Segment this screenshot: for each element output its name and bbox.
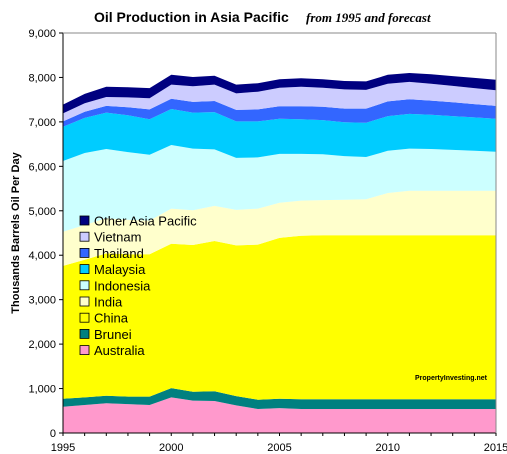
legend-label-malaysia: Malaysia: [94, 262, 146, 277]
y-tick-label: 0: [50, 428, 56, 440]
y-tick-label: 4,000: [28, 250, 56, 262]
legend-swatch-other-asia-pacific: [79, 215, 90, 226]
legend-label-india: India: [94, 295, 123, 310]
area-malaysia: [63, 109, 496, 161]
area-vietnam: [63, 81, 496, 122]
area-brunei: [63, 388, 496, 409]
area-china: [63, 235, 496, 400]
y-axis-label: Thousands Barrels Oil Per Day: [10, 151, 22, 313]
legend-swatch-india: [79, 296, 90, 307]
y-tick-label: 7,000: [28, 117, 56, 129]
x-tick-label: 2010: [376, 442, 400, 454]
area-other-asia-pacific: [63, 73, 496, 114]
area-australia: [63, 397, 496, 433]
x-tick-label: 2015: [484, 442, 507, 454]
legend-swatch-china: [79, 312, 90, 323]
legend-label-thailand: Thailand: [94, 246, 144, 261]
chart-title: Oil Production in Asia Pacific: [94, 9, 289, 25]
area-india: [63, 190, 496, 266]
legend-label-china: China: [94, 311, 129, 326]
legend-label-other-asia-pacific: Other Asia Pacific: [94, 214, 197, 229]
legend-swatch-australia: [79, 345, 90, 356]
legend-label-vietnam: Vietnam: [94, 230, 141, 245]
y-tick-label: 1,000: [28, 384, 56, 396]
legend-label-australia: Australia: [94, 343, 145, 358]
y-tick-label: 3,000: [28, 295, 56, 307]
legend: Other Asia PacificVietnamThailandMalaysi…: [79, 214, 197, 358]
y-tick-label: 2,000: [28, 339, 56, 351]
legend-swatch-thailand: [79, 247, 90, 258]
x-tick-label: 2000: [159, 442, 183, 454]
legend-swatch-malaysia: [79, 264, 90, 275]
legend-swatch-brunei: [79, 328, 90, 339]
y-tick-label: 6,000: [28, 161, 56, 173]
y-tick-label: 9,000: [28, 28, 56, 40]
legend-label-brunei: Brunei: [94, 327, 132, 342]
legend-swatch-vietnam: [79, 231, 90, 242]
y-tick-label: 5,000: [28, 206, 56, 218]
area-thailand: [63, 98, 496, 127]
x-tick-label: 2005: [267, 442, 291, 454]
legend-swatch-indonesia: [79, 280, 90, 291]
area-series-group: [63, 73, 496, 433]
axes: 0 1,000 2,000 3,000 4,000 5,000 6,000 7,000 8,00…: [28, 28, 507, 454]
x-tick-label: 1995: [51, 442, 75, 454]
y-tick-label: 8,000: [28, 72, 56, 84]
watermark: PropertyInvesting.net: [415, 375, 488, 382]
area-indonesia: [63, 145, 496, 232]
chart-subtitle: from 1995 and forecast: [306, 10, 431, 25]
legend-label-indonesia: Indonesia: [94, 278, 151, 293]
